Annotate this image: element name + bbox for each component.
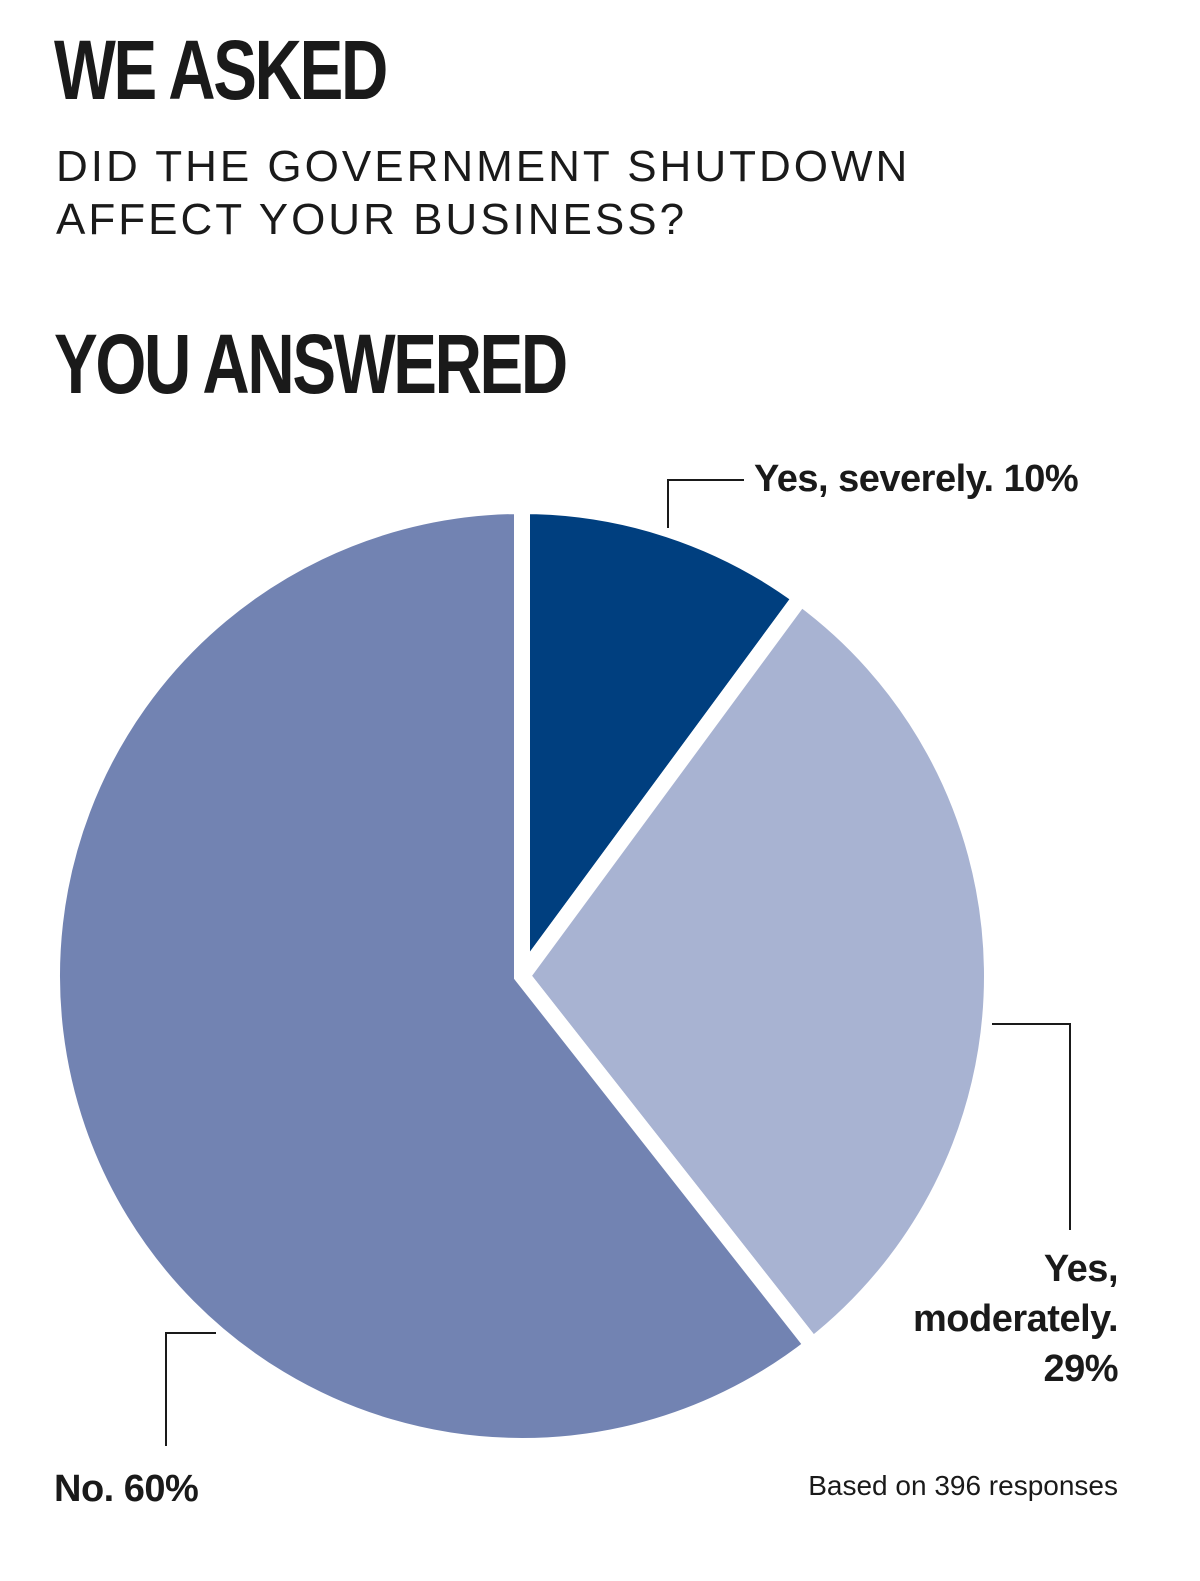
- slice-label-moderate-line-2: moderately.: [913, 1298, 1118, 1340]
- pie-slice-severe: [514, 497, 812, 1001]
- slice-label-moderate-line-1: Yes,: [1043, 1248, 1119, 1290]
- leader-line-no: [165, 1332, 216, 1446]
- slice-label-moderate-line-3: 29%: [1043, 1348, 1118, 1390]
- leader-line-moderate: [992, 1023, 1071, 1230]
- you-answered-heading: YOU ANSWERED: [54, 317, 568, 411]
- pie-slices: [44, 497, 1000, 1454]
- slice-label-no: No. 60%: [54, 1468, 199, 1510]
- responses-note: Based on 396 responses: [808, 1470, 1118, 1501]
- we-asked-heading: WE ASKED: [54, 23, 388, 117]
- pie-slice-no: [44, 497, 824, 1454]
- leader-line-severe: [667, 479, 744, 528]
- pie-slice-moderate: [511, 586, 1000, 1357]
- slice-label-severe: Yes, severely. 10%: [754, 458, 1079, 500]
- slice-label-moderate: Yes, moderately. 29%: [913, 1244, 1118, 1394]
- question-line-2: AFFECT YOUR BUSINESS?: [56, 195, 688, 244]
- question-line-1: DID THE GOVERNMENT SHUTDOWN: [56, 142, 911, 191]
- question-text: DID THE GOVERNMENT SHUTDOWN AFFECT YOUR …: [56, 140, 910, 246]
- leader-lines: [165, 479, 1071, 1446]
